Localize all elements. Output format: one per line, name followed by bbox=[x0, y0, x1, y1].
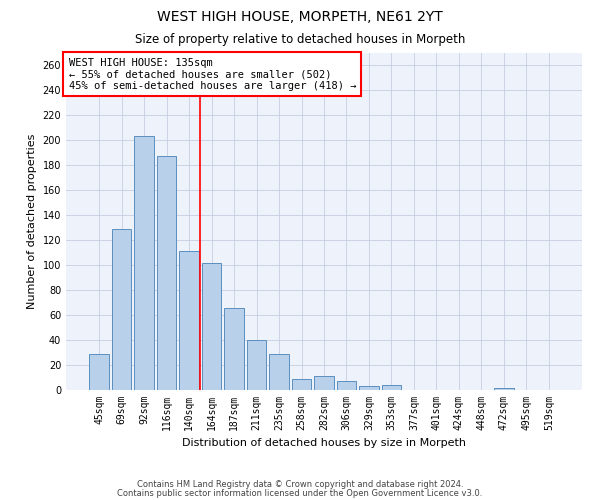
Bar bbox=[134, 136, 154, 390]
Bar bbox=[337, 381, 356, 390]
Bar bbox=[179, 251, 199, 390]
Bar bbox=[314, 376, 334, 390]
Bar bbox=[494, 388, 514, 390]
Text: WEST HIGH HOUSE, MORPETH, NE61 2YT: WEST HIGH HOUSE, MORPETH, NE61 2YT bbox=[157, 10, 443, 24]
Bar bbox=[359, 386, 379, 390]
Bar bbox=[157, 156, 176, 390]
Y-axis label: Number of detached properties: Number of detached properties bbox=[27, 134, 37, 309]
Bar bbox=[112, 229, 131, 390]
Bar bbox=[202, 262, 221, 390]
Bar bbox=[89, 354, 109, 390]
Bar bbox=[269, 354, 289, 390]
Bar bbox=[247, 340, 266, 390]
Text: Contains public sector information licensed under the Open Government Licence v3: Contains public sector information licen… bbox=[118, 488, 482, 498]
Bar bbox=[382, 385, 401, 390]
Bar bbox=[224, 308, 244, 390]
Bar bbox=[292, 379, 311, 390]
Text: WEST HIGH HOUSE: 135sqm
← 55% of detached houses are smaller (502)
45% of semi-d: WEST HIGH HOUSE: 135sqm ← 55% of detache… bbox=[68, 58, 356, 91]
Text: Contains HM Land Registry data © Crown copyright and database right 2024.: Contains HM Land Registry data © Crown c… bbox=[137, 480, 463, 489]
X-axis label: Distribution of detached houses by size in Morpeth: Distribution of detached houses by size … bbox=[182, 438, 466, 448]
Text: Size of property relative to detached houses in Morpeth: Size of property relative to detached ho… bbox=[135, 32, 465, 46]
